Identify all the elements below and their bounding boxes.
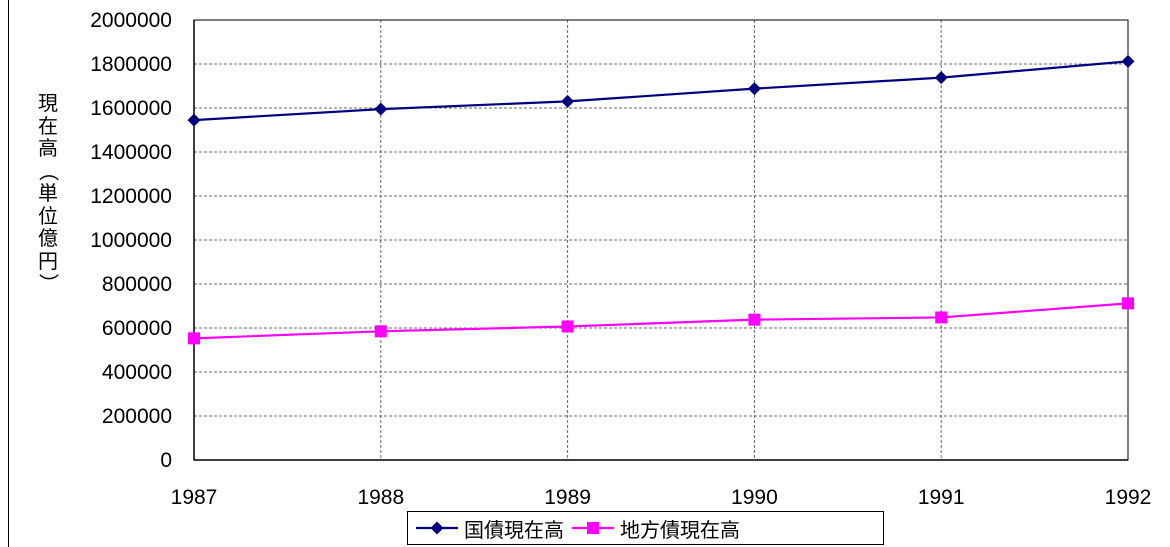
- y-tick-label: 1400000: [90, 141, 172, 164]
- legend-entry: 国債現在高: [414, 514, 564, 543]
- legend-swatch-1: [416, 521, 458, 535]
- x-tick-label: 1988: [357, 486, 404, 509]
- y-tick-label: 1800000: [90, 53, 172, 76]
- legend-swatch-marker: [587, 522, 599, 534]
- series-1-point: [561, 94, 575, 108]
- series-1-point: [374, 102, 388, 116]
- legend-label: 地方債現在高: [620, 517, 740, 542]
- series-1-point: [1121, 54, 1135, 68]
- series-1-point: [934, 71, 948, 85]
- chart-frame-edge: [8, 0, 9, 547]
- legend-label: 国債現在高: [464, 517, 564, 542]
- series-2-point: [374, 325, 387, 338]
- series-1-point: [187, 113, 201, 127]
- y-tick-label: 1200000: [90, 185, 172, 208]
- series-1-point: [747, 82, 761, 96]
- y-tick-label: 600000: [102, 317, 172, 340]
- legend-swatch-2: [572, 522, 614, 534]
- y-tick-label: 400000: [102, 361, 172, 384]
- legend-swatch-marker: [430, 521, 444, 535]
- series-2-point: [561, 320, 574, 333]
- x-tick-label: 1991: [918, 486, 965, 509]
- legend: 国債現在高 地方債現在高: [407, 511, 884, 545]
- series-2-point: [188, 332, 200, 345]
- x-tick-label: 1992: [1105, 486, 1152, 509]
- x-tick-label: 1987: [171, 486, 218, 509]
- y-tick-label: 1600000: [90, 97, 172, 120]
- y-axis-label: 現在高（単位億円）: [36, 91, 61, 294]
- series-2-line: [193, 302, 1129, 340]
- series-2-point: [935, 311, 948, 324]
- y-tick-label: 2000000: [90, 9, 172, 32]
- series-2-point: [1122, 297, 1134, 310]
- y-tick-label: 0: [160, 449, 172, 472]
- series-1-line: [193, 60, 1129, 122]
- x-tick-label: 1990: [731, 486, 778, 509]
- x-tick-label: 1989: [544, 486, 591, 509]
- y-tick-label: 200000: [102, 405, 172, 428]
- y-tick-label: 800000: [102, 273, 172, 296]
- y-tick-label: 1000000: [90, 229, 172, 252]
- legend-entry: 地方債現在高: [570, 514, 740, 543]
- series-2-point: [748, 313, 761, 326]
